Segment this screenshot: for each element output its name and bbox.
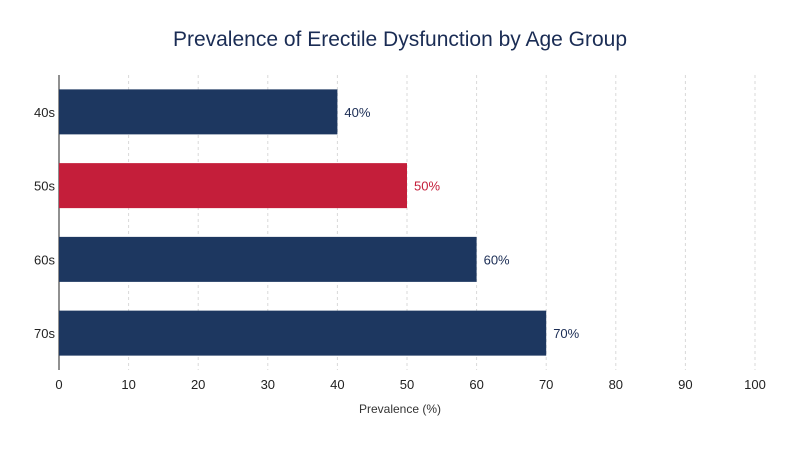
x-tick-label: 50 xyxy=(400,377,414,392)
chart-title: Prevalence of Erectile Dysfunction by Ag… xyxy=(172,28,628,51)
x-tick-label: 0 xyxy=(55,377,62,392)
value-label: 50% xyxy=(414,179,440,194)
x-tick-label: 100 xyxy=(744,377,766,392)
x-tick-label: 10 xyxy=(121,377,135,392)
x-tick-label: 60 xyxy=(469,377,483,392)
value-label: 40% xyxy=(344,105,370,120)
x-tick-label: 40 xyxy=(330,377,344,392)
category-label: 60s xyxy=(34,252,55,267)
category-label: 70s xyxy=(34,326,55,341)
category-label: 40s xyxy=(34,105,55,120)
bar-60s xyxy=(59,236,477,282)
category-label: 50s xyxy=(34,179,55,194)
x-tick-label: 80 xyxy=(609,377,623,392)
x-axis-label: Prevalence (%) xyxy=(358,402,442,416)
bar-50s xyxy=(59,163,407,209)
value-label: 70% xyxy=(553,326,579,341)
x-tick-label: 70 xyxy=(539,377,553,392)
x-tick-label: 30 xyxy=(261,377,275,392)
x-tick-label: 90 xyxy=(678,377,692,392)
x-tick-label: 20 xyxy=(191,377,205,392)
bar-70s xyxy=(59,310,547,356)
bar-40s xyxy=(59,89,338,135)
value-label: 60% xyxy=(484,252,510,267)
